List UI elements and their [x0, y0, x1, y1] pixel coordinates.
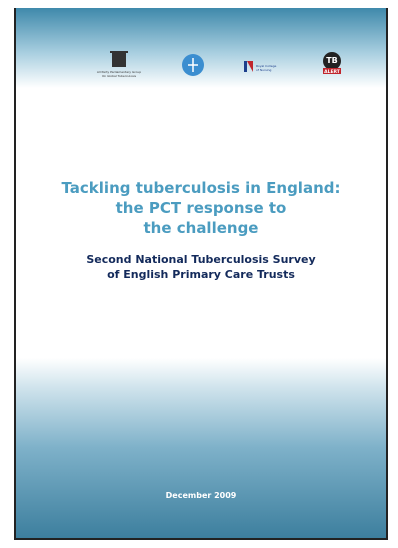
tb-alert-word: ALERT — [324, 69, 341, 75]
rcn-icon — [244, 61, 247, 72]
rcn-name: Royal College of Nursing — [256, 64, 277, 72]
subtitle: Second National Tuberculosis Survey of E… — [16, 252, 386, 282]
portcullis-icon — [110, 51, 128, 67]
tb-alert-mark: TB — [326, 56, 338, 65]
title: Tackling tuberculosis in England: the PC… — [16, 178, 386, 238]
subtitle-line: of English Primary Care Trusts — [107, 268, 295, 281]
appg-name: All Party Parliamentary Group On Global … — [96, 70, 142, 78]
title-line: the PCT response to — [115, 199, 287, 217]
round-logo-mark — [188, 58, 198, 72]
rcn-icon — [247, 61, 253, 72]
logos: TB ALERT — [110, 51, 341, 76]
cover: TB ALERT All Party Parliamentary Group O… — [14, 8, 388, 540]
date: December 2009 — [165, 491, 237, 500]
tb-alert-band — [323, 68, 341, 74]
subtitle-line: Second National Tuberculosis Survey — [86, 253, 316, 266]
tb-alert-icon — [323, 52, 341, 70]
title-line: Tackling tuberculosis in England: — [61, 179, 341, 197]
title-line: the challenge — [143, 219, 259, 237]
